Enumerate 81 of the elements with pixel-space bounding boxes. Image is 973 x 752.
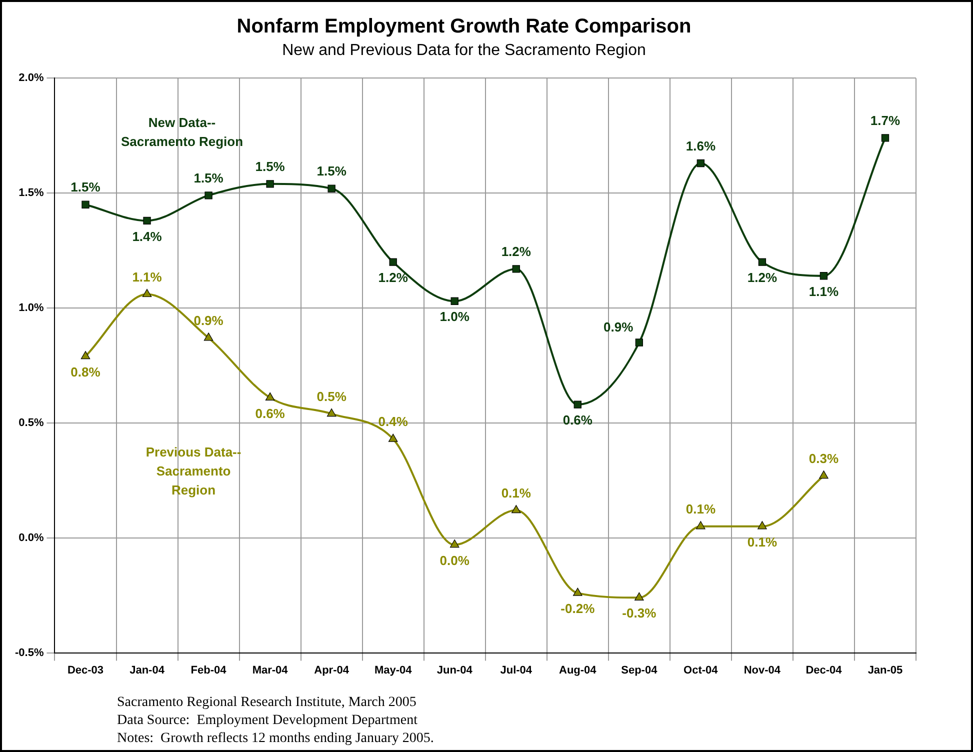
data-label: 0.1%	[501, 485, 532, 500]
point	[326, 408, 336, 417]
data-label: 1.5%	[194, 170, 224, 186]
data-label: 1.2%	[378, 270, 408, 286]
point	[82, 200, 90, 208]
data-label: 0.0%	[440, 552, 470, 568]
point	[573, 588, 582, 596]
point	[758, 521, 767, 530]
data-label: 1.7%	[870, 113, 900, 128]
data-label: 1.4%	[132, 228, 162, 244]
point	[450, 297, 458, 305]
y-tick-label: 2.0%	[18, 72, 44, 84]
y-tick-label: 0.0%	[18, 532, 44, 544]
data-label: 1.5%	[316, 164, 347, 179]
point	[881, 134, 890, 142]
point	[696, 159, 705, 168]
chart-subtitle: New and Previous Data for the Sacramento Region	[282, 42, 646, 60]
y-tick-label: -0.5%	[14, 646, 44, 659]
data-label: 1.6%	[686, 138, 716, 154]
point	[204, 192, 212, 200]
data-label: 0.4%	[378, 414, 408, 430]
point	[819, 470, 828, 479]
x-tick-label: Dec-03	[67, 664, 104, 676]
point	[388, 434, 398, 442]
point	[389, 258, 397, 266]
x-tick-label: Jan-04	[130, 664, 166, 676]
text: Notes: Growth reflects 12 months ending January 2005.	[117, 731, 434, 746]
point	[696, 521, 706, 530]
data-label: 0.6%	[562, 412, 593, 428]
x-tick-label: Jul-04	[500, 664, 533, 676]
data-label: 0.6%	[255, 406, 286, 421]
data-label: 1.0%	[440, 309, 470, 324]
y-tick-label: 1.0%	[18, 302, 44, 314]
data-label: 0.1%	[686, 501, 716, 516]
x-tick-label: Jan-05	[868, 664, 903, 676]
data-label: 1.1%	[132, 269, 162, 284]
x-tick-label: Oct-04	[684, 664, 719, 676]
data-label: 1.2%	[747, 270, 778, 286]
x-tick-label: Nov-04	[744, 664, 782, 676]
point	[758, 258, 766, 266]
chart-title: Nonfarm Employment Growth Rate Comparison	[236, 16, 692, 38]
text: Previous Data--Sacramento Region	[146, 444, 242, 498]
point	[80, 351, 90, 360]
point	[635, 338, 643, 346]
source-note: Data Source: Employment Development Department	[117, 713, 418, 728]
x-tick-label: Sep-04	[621, 664, 658, 676]
point	[143, 216, 151, 225]
x-tick-label: Aug-04	[559, 664, 598, 676]
point	[204, 332, 214, 341]
x-tick-label: May-04	[374, 664, 413, 676]
point	[265, 392, 275, 400]
data-label: 0.8%	[70, 364, 101, 380]
x-tick-label: Dec-04	[806, 664, 843, 676]
point	[634, 592, 644, 600]
text: New Data--Sacramento Region	[120, 114, 244, 149]
x-tick-label: Apr-04	[314, 664, 350, 676]
y-tick-label: 1.5%	[18, 187, 44, 200]
point	[574, 400, 582, 408]
point	[328, 184, 336, 192]
data-label: 1.2%	[501, 244, 532, 260]
point	[512, 265, 520, 273]
point	[266, 180, 274, 188]
data-label: 1.5%	[70, 180, 101, 195]
data-label: 1.1%	[808, 284, 839, 299]
x-tick-label: Jun-04	[436, 664, 474, 676]
data-label: -0.3%	[622, 606, 657, 621]
x-tick-label: Mar-04	[252, 664, 289, 676]
point	[820, 272, 828, 280]
data-label: 0.1%	[747, 534, 778, 550]
x-tick-label: Feb-04	[190, 664, 228, 676]
data-label: 1.5%	[255, 159, 286, 174]
data-label: -0.2%	[560, 601, 596, 616]
point	[511, 505, 521, 514]
text: Sacramento Regional Research Institute, March 2005	[117, 695, 416, 710]
data-label: 0.3%	[808, 450, 839, 466]
point	[450, 539, 460, 548]
data-label: 0.9%	[604, 320, 634, 335]
data-label: 0.9%	[194, 312, 224, 328]
y-tick-label: 0.5%	[18, 416, 44, 429]
point	[142, 288, 152, 298]
data-label: 0.5%	[316, 388, 347, 404]
